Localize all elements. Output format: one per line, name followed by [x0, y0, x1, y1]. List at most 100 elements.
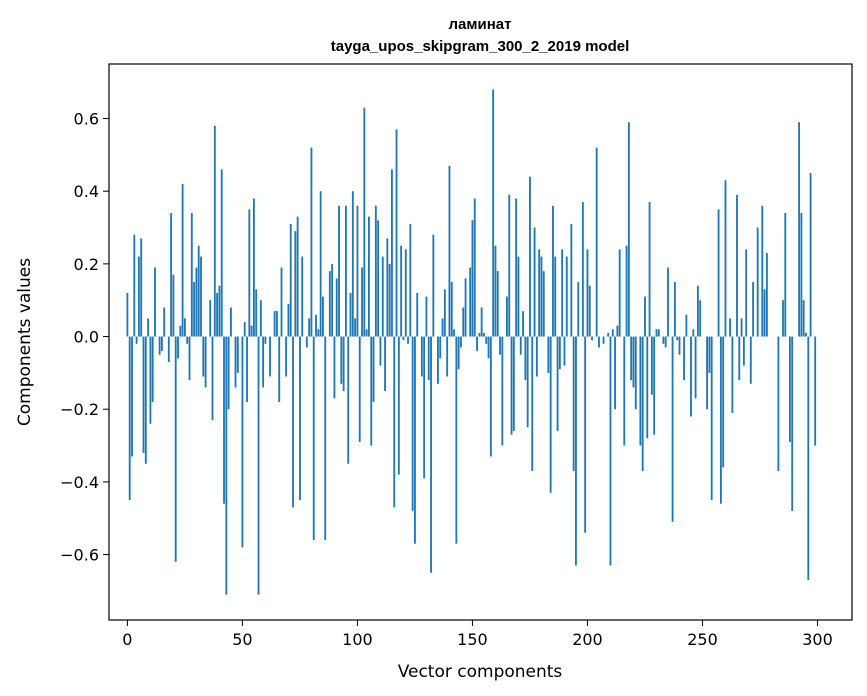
bar [784, 212, 787, 337]
y-axis-label: Components values [15, 258, 35, 426]
bar [561, 249, 564, 337]
bar [177, 336, 179, 359]
bar [381, 256, 384, 337]
bar [170, 212, 173, 337]
bar [142, 336, 145, 453]
y-tick-label: −0.6 [60, 546, 99, 565]
bar [708, 336, 711, 373]
bar [549, 336, 552, 493]
bar [395, 129, 398, 337]
bar [639, 336, 642, 446]
bar [572, 336, 575, 472]
bar [287, 303, 290, 337]
bar [653, 336, 656, 435]
bar [432, 234, 435, 337]
bar [135, 336, 138, 344]
bar [400, 245, 403, 337]
bar [450, 282, 453, 337]
bar [547, 336, 550, 373]
bar [761, 205, 764, 337]
bar [280, 267, 283, 337]
bar [756, 227, 759, 337]
bar [285, 336, 288, 377]
bar [183, 318, 186, 337]
bar [370, 336, 373, 446]
bar [508, 194, 511, 337]
bar [388, 263, 391, 337]
bar [671, 336, 674, 522]
bar [349, 292, 352, 337]
bar [439, 336, 442, 359]
bar [407, 336, 409, 344]
bar [140, 238, 143, 337]
x-tick-label: 300 [802, 630, 833, 649]
bar [455, 336, 458, 544]
bar [363, 107, 366, 337]
bar [204, 336, 207, 388]
bar [397, 336, 400, 475]
bar [351, 191, 354, 337]
bar [535, 336, 538, 377]
bar [404, 249, 407, 337]
bar [211, 336, 214, 421]
bar [667, 267, 669, 337]
bar [317, 329, 320, 337]
bar [354, 318, 357, 337]
bar [257, 336, 260, 595]
bar [473, 198, 476, 337]
bar [749, 336, 752, 384]
bar [614, 336, 616, 410]
bar [664, 336, 667, 348]
bar [243, 322, 246, 337]
bar [724, 180, 727, 337]
bar [391, 169, 393, 337]
y-tick-label: 0.6 [74, 110, 99, 129]
bar [729, 318, 731, 337]
bar [301, 256, 304, 337]
bar [393, 336, 396, 508]
bar [696, 285, 699, 337]
bar [719, 336, 722, 504]
bar [213, 125, 216, 337]
bar [310, 147, 313, 337]
bar [225, 336, 228, 595]
bar [154, 267, 156, 337]
bar [335, 278, 338, 337]
bar [699, 300, 702, 337]
bar [683, 336, 685, 381]
y-tick-label: −0.2 [60, 400, 99, 419]
bar [190, 212, 193, 337]
bar [529, 176, 531, 337]
bar [565, 256, 568, 337]
bar [259, 300, 262, 337]
bar [409, 223, 412, 337]
bar [552, 205, 554, 337]
bar [673, 282, 676, 337]
bar [218, 285, 221, 337]
bar [227, 336, 230, 410]
bar [345, 205, 347, 337]
bar [662, 336, 665, 344]
bar [305, 336, 308, 348]
bar [531, 336, 534, 472]
bar [740, 318, 743, 337]
bar [441, 318, 444, 337]
chart-subtitle: tayga_upos_skipgram_300_2_2019 model [331, 38, 630, 55]
bar [522, 311, 524, 337]
bar [264, 336, 267, 344]
bar [777, 336, 780, 472]
bar [554, 256, 557, 337]
bar [193, 282, 196, 337]
bar [616, 325, 619, 337]
bar [195, 267, 198, 337]
bar [676, 336, 679, 341]
bar [510, 336, 513, 435]
bar [570, 223, 573, 337]
bar [602, 336, 605, 344]
bar [575, 336, 577, 566]
bar [782, 300, 784, 337]
x-tick-label: 50 [232, 630, 252, 649]
bar [471, 220, 474, 337]
bar [331, 263, 334, 337]
